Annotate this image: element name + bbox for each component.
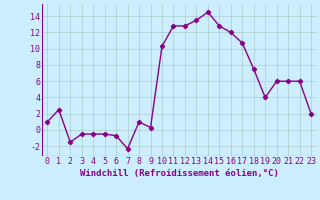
X-axis label: Windchill (Refroidissement éolien,°C): Windchill (Refroidissement éolien,°C)	[80, 169, 279, 178]
